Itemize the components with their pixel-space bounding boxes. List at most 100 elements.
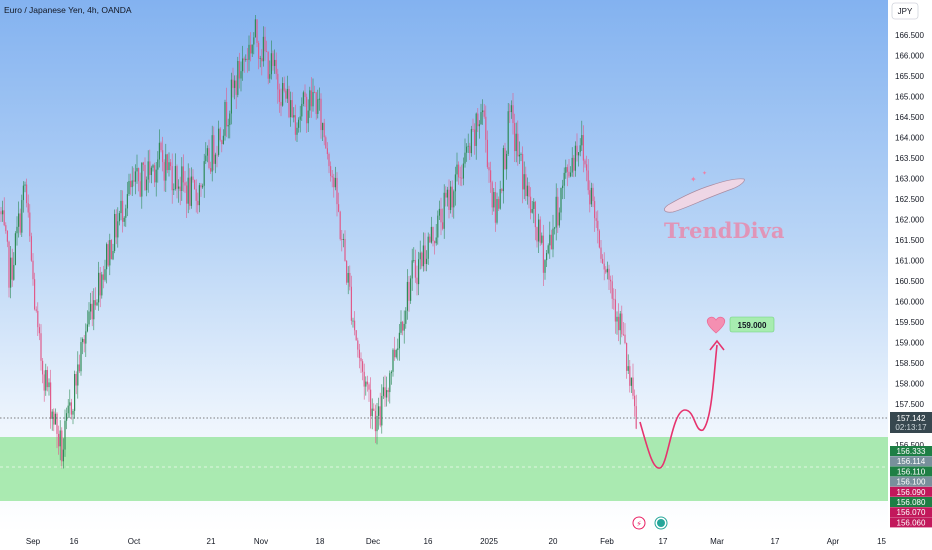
candle-body — [117, 221, 119, 238]
time-axis-background — [0, 532, 888, 550]
candle-body — [494, 192, 496, 223]
candle-body — [86, 324, 88, 332]
zone-label-text: 156.070 — [897, 508, 926, 517]
price-tick-label: 163.000 — [895, 175, 924, 184]
candle-body — [181, 166, 183, 191]
candle-body — [544, 260, 546, 273]
candle-body — [21, 200, 23, 233]
candle-body — [594, 201, 596, 219]
candle-body — [467, 145, 469, 147]
candle-body — [280, 101, 282, 106]
currency-button-label[interactable]: JPY — [898, 7, 913, 16]
candle-body — [270, 53, 272, 75]
candle-body — [515, 133, 517, 152]
candle-body — [563, 172, 565, 186]
candle-body — [464, 152, 466, 164]
time-tick-label: Feb — [600, 537, 614, 546]
candle-body — [190, 176, 192, 206]
candle-body — [288, 88, 290, 118]
svg-text:⚡: ⚡ — [636, 520, 642, 529]
candle-body — [198, 185, 200, 206]
price-axis[interactable]: 166.500 166.000 165.500 165.000 164.500 164.0… — [895, 31, 924, 450]
time-tick-label: 21 — [207, 537, 216, 546]
lightning-icon[interactable]: ⚡ — [632, 516, 646, 530]
candle-body — [333, 177, 335, 188]
candle-body — [158, 142, 160, 160]
candle-body — [538, 219, 540, 242]
candle-body — [336, 177, 338, 205]
candle-body — [613, 298, 615, 300]
candle-body — [627, 366, 629, 371]
candle-body — [618, 316, 620, 331]
price-tick-label: 164.500 — [895, 113, 924, 122]
candle-body — [405, 310, 407, 324]
currency-button[interactable]: JPY — [891, 2, 919, 20]
candle-body — [557, 196, 559, 226]
candle-body — [338, 204, 340, 212]
candle-body — [429, 236, 431, 243]
candle-body — [194, 180, 196, 190]
candle-body — [571, 157, 573, 173]
candle-body — [208, 148, 210, 169]
time-axis[interactable]: Sep 16 Oct 21 Nov 18 Dec 16 2025 20 Feb 17 Mar 17 Apr 1… — [26, 537, 887, 546]
candle-body — [504, 148, 506, 170]
candle-body — [163, 162, 165, 181]
time-tick-label: 16 — [424, 537, 433, 546]
candle-body — [294, 115, 296, 135]
candle-body — [322, 122, 324, 131]
candle-body — [635, 406, 637, 429]
candle-body — [243, 58, 245, 60]
candle-body — [402, 321, 404, 331]
candle-body — [541, 235, 543, 243]
candle-body — [554, 227, 556, 229]
candle-body — [510, 105, 512, 113]
candle-body — [46, 369, 48, 388]
candle-body — [352, 320, 354, 322]
candle-body — [235, 80, 237, 95]
candle-body — [248, 44, 250, 60]
candle-body — [606, 268, 608, 273]
candle-body — [251, 44, 253, 54]
candle-body — [488, 167, 490, 171]
time-tick-label: 17 — [659, 537, 668, 546]
candle-body — [43, 374, 45, 391]
candle-body — [266, 51, 268, 53]
candle-body — [597, 220, 599, 231]
candle-body — [477, 113, 479, 127]
price-tick-label: 158.000 — [895, 380, 924, 389]
candle-body — [226, 102, 228, 127]
candle-body — [386, 390, 388, 398]
time-tick-label: Apr — [827, 537, 840, 546]
candle-body — [133, 180, 135, 182]
candle-body — [59, 430, 61, 447]
candle-body — [478, 124, 480, 127]
candle-body — [602, 258, 604, 264]
price-tick-label: 162.000 — [895, 216, 924, 225]
candle-body — [211, 135, 213, 172]
candle-body — [354, 320, 356, 331]
candle-body — [90, 303, 92, 312]
candle-body — [341, 239, 343, 240]
candle-body — [286, 88, 288, 99]
candle-body — [582, 135, 584, 161]
candle-body — [221, 140, 223, 145]
candle-body — [621, 313, 623, 335]
candle-body — [605, 269, 607, 273]
watermark-logo: ✦ ✦ TrendDiva — [664, 170, 785, 243]
candle-body — [462, 163, 464, 179]
time-tick-label: 18 — [316, 537, 325, 546]
zone-label-text: 156.110 — [897, 467, 926, 476]
candle-body — [560, 188, 562, 213]
candlestick-series — [0, 15, 637, 469]
time-tick-label: 2025 — [480, 537, 498, 546]
candle-body — [291, 100, 293, 118]
symbol-title[interactable]: Euro / Japanese Yen, 4h, OANDA — [4, 5, 132, 15]
sparkle-icon-small: ✦ — [702, 170, 707, 177]
candle-body — [501, 189, 503, 192]
candle-body — [61, 430, 63, 462]
candle-body — [490, 170, 492, 183]
candle-body — [534, 201, 536, 228]
candle-body — [589, 190, 591, 205]
event-icon[interactable] — [654, 516, 668, 530]
